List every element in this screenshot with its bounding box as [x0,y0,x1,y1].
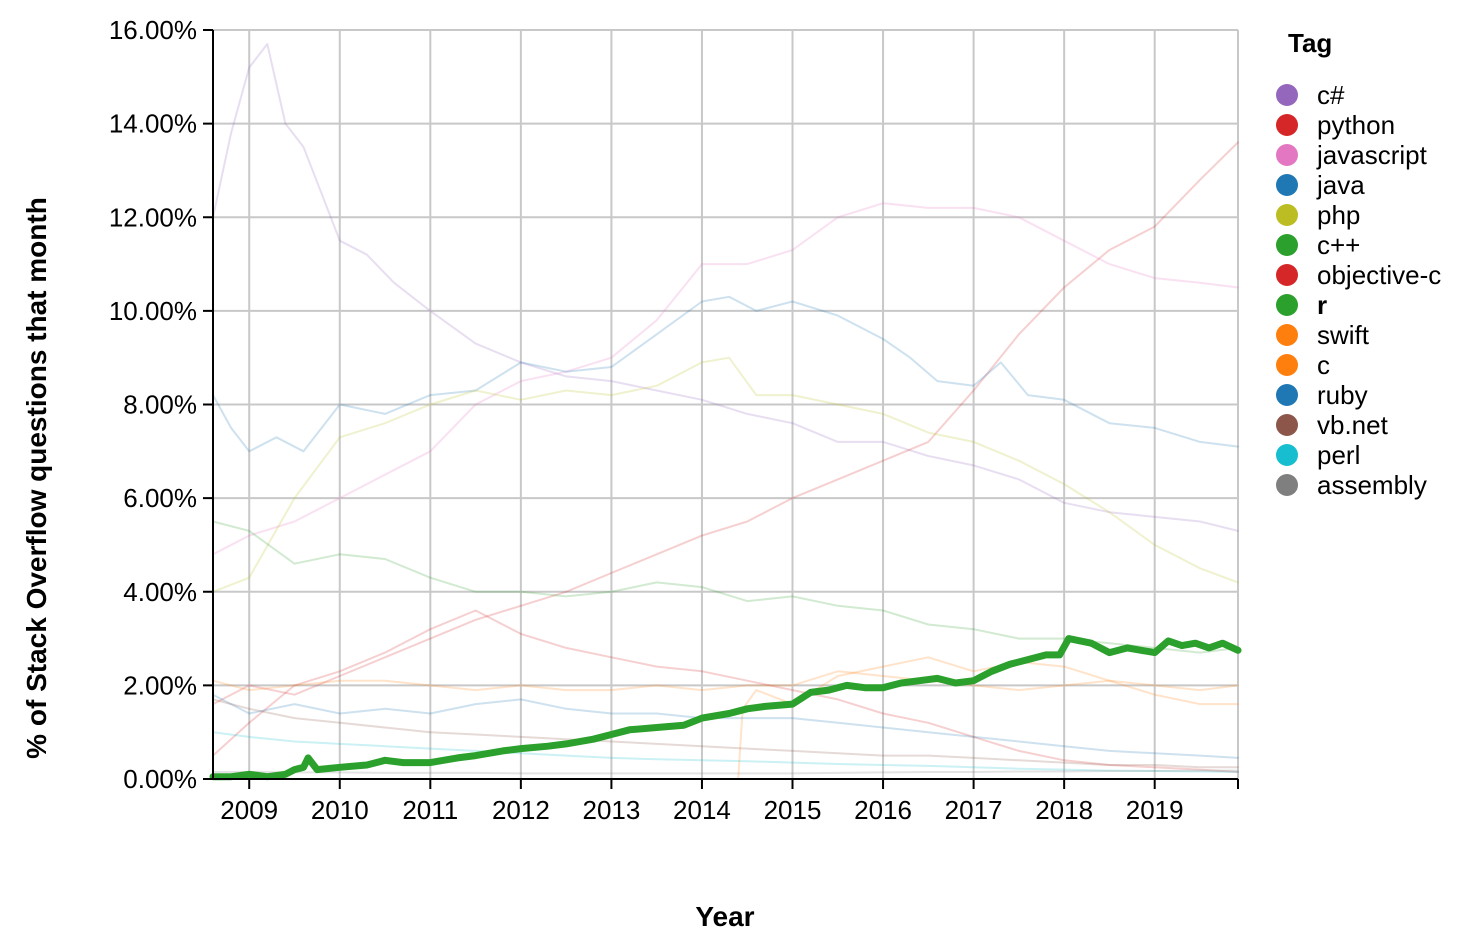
legend-item-javascript[interactable]: javascript [1276,140,1428,170]
y-tick-label: 14.00% [109,109,197,139]
legend-label: perl [1317,440,1360,470]
legend-label: swift [1317,320,1370,350]
legend-label: java [1316,170,1365,200]
x-tick-label: 2016 [854,795,912,825]
y-tick-label: 12.00% [109,202,197,232]
legend-item-swift[interactable]: swift [1276,320,1370,350]
legend-label: c# [1317,80,1345,110]
x-tick-label: 2017 [945,795,1003,825]
legend-label: python [1317,110,1395,140]
legend-swatch [1276,414,1298,436]
x-tick-label: 2010 [311,795,369,825]
series-line-java [212,295,1239,453]
legend-swatch [1276,444,1298,466]
y-tick-label: 8.00% [123,390,197,420]
legend-swatch [1276,354,1298,376]
series-line-vb-net [212,698,1239,769]
series-lines [209,43,1242,781]
y-tick-label: 2.00% [123,670,197,700]
series-line-objective-c [212,609,1239,773]
series-line-c- [212,520,1239,654]
legend-swatch [1276,174,1298,196]
legend-label: objective-c [1317,260,1441,290]
legend-swatch [1276,324,1298,346]
legend[interactable]: Tag c#pythonjavascriptjavaphpc++objectiv… [1276,28,1441,500]
legend-label: assembly [1317,470,1427,500]
series-line-ruby [212,693,1239,759]
legend-label: php [1317,200,1360,230]
legend-swatch [1276,144,1298,166]
y-tick-label: 6.00% [123,483,197,513]
legend-item-c[interactable]: c [1276,350,1330,380]
x-tick-label: 2013 [582,795,640,825]
legend-item-ruby[interactable]: ruby [1276,380,1368,410]
legend-title: Tag [1288,28,1332,58]
x-tick-label: 2012 [492,795,550,825]
series-line-c [212,670,1239,692]
legend-label: c [1317,350,1330,380]
y-tick-label: 0.00% [123,764,197,794]
legend-swatch [1276,294,1298,316]
legend-label: ruby [1317,380,1368,410]
legend-item-java[interactable]: java [1276,170,1365,200]
legend-swatch [1276,384,1298,406]
gridlines [213,29,1239,780]
x-tick-label: 2009 [220,795,278,825]
series-line-python [212,141,1239,706]
legend-swatch [1276,264,1298,286]
legend-label: c++ [1317,230,1360,260]
legend-label: r [1317,290,1327,320]
y-axis-title: % of Stack Overflow questions that month [21,197,52,759]
x-tick-label: 2011 [402,795,458,825]
legend-swatch [1276,204,1298,226]
legend-swatch [1276,234,1298,256]
y-tick-label: 16.00% [109,15,197,45]
legend-swatch [1276,114,1298,136]
axes: 0.00% 2.00% 4.00% 6.00% 8.00% 10.00% 12.00% 14.… [109,15,1239,825]
legend-item-objective-c[interactable]: objective-c [1276,260,1441,290]
legend-item-c-[interactable]: c# [1276,80,1345,110]
x-axis-title: Year [695,901,754,932]
legend-swatch [1276,474,1298,496]
legend-swatch [1276,84,1298,106]
x-tick-label: 2019 [1126,795,1184,825]
legend-label: javascript [1316,140,1428,170]
series-line-assembly [212,769,1239,775]
legend-item-vb-net[interactable]: vb.net [1276,410,1389,440]
legend-item-python[interactable]: python [1276,110,1395,140]
legend-item-php[interactable]: php [1276,200,1360,230]
legend-item-perl[interactable]: perl [1276,440,1360,470]
legend-item-r[interactable]: r [1276,290,1327,320]
legend-item-c-[interactable]: c++ [1276,230,1360,260]
x-tick-label: 2018 [1035,795,1093,825]
y-tick-label: 10.00% [109,296,197,326]
y-tick-label: 4.00% [123,577,197,607]
legend-label: vb.net [1317,410,1389,440]
series-line-php [212,356,1239,593]
series-line-r [209,635,1242,781]
series-line-swift [212,656,1239,780]
series-line-javascript [212,202,1239,556]
legend-item-assembly[interactable]: assembly [1276,470,1427,500]
series-line-c- [212,43,1239,532]
series-line-perl [212,731,1239,773]
x-tick-label: 2015 [764,795,822,825]
x-tick-label: 2014 [673,795,731,825]
